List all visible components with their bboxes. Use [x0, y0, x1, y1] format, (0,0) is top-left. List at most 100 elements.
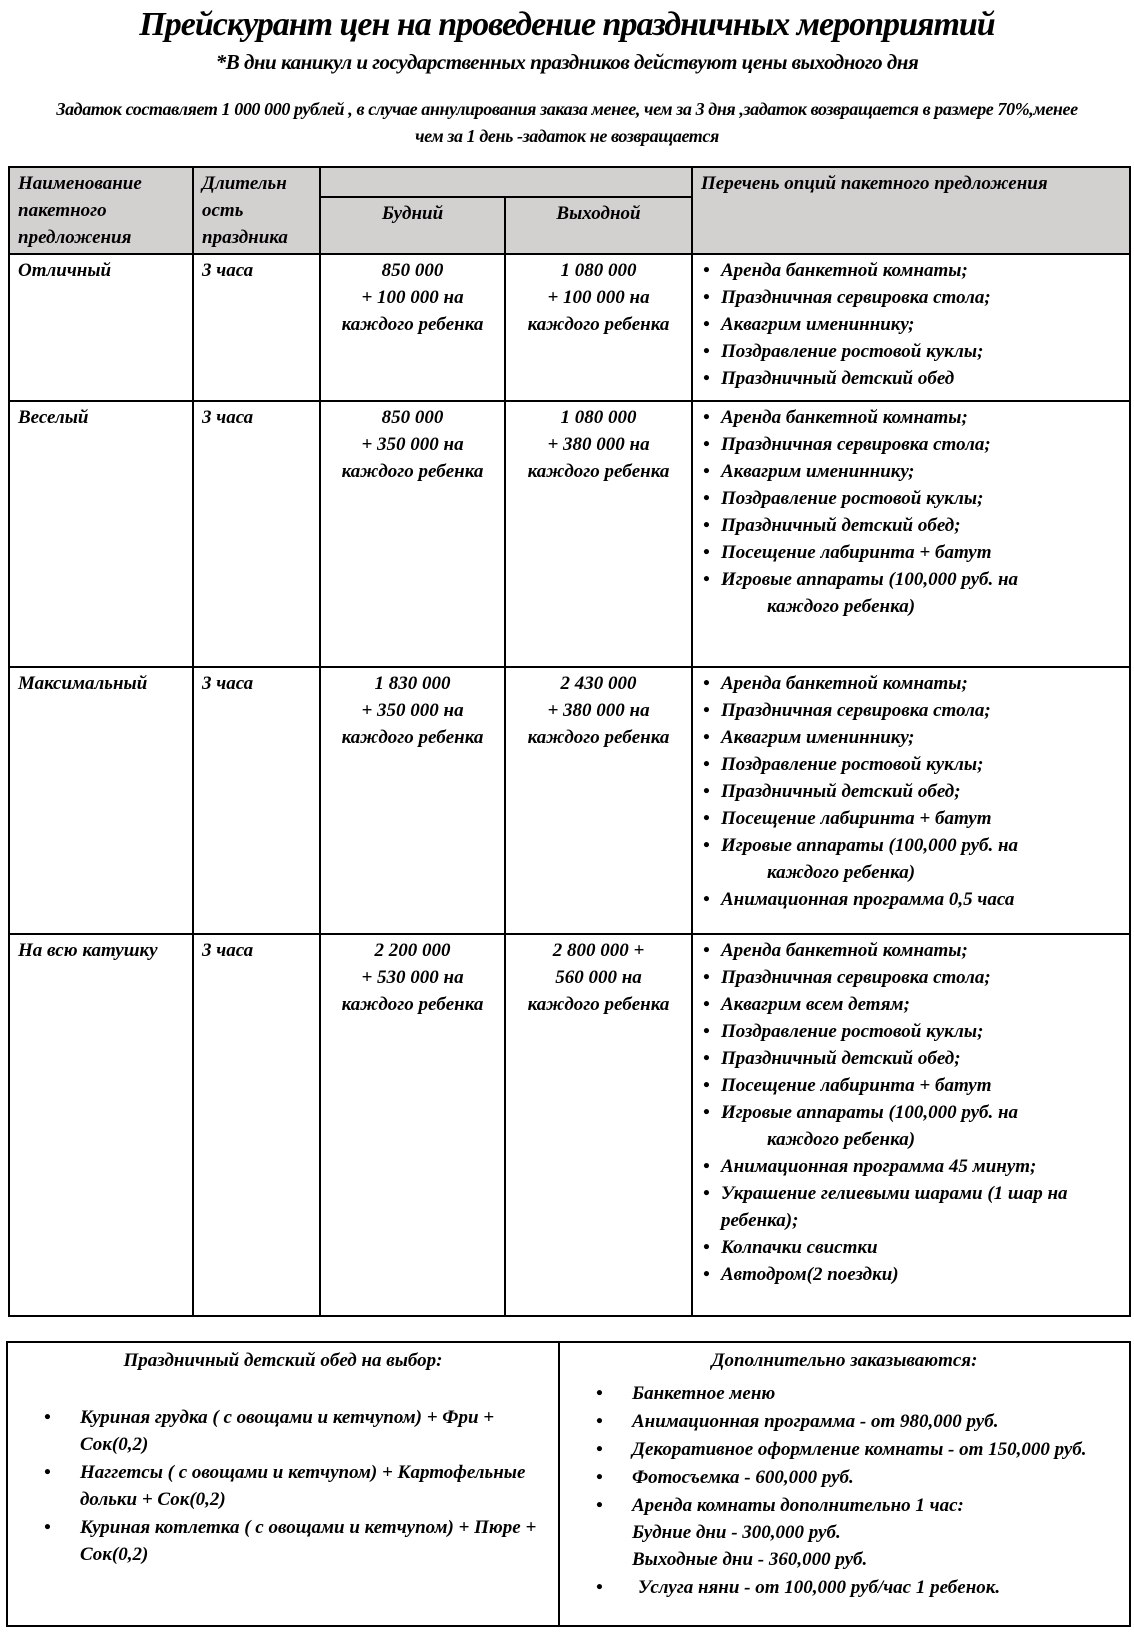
option-item: Аренда банкетной комнаты; — [701, 670, 1121, 697]
package-row: Веселый 3 часа 850 000 + 350 000 на каждого … — [8, 400, 1131, 668]
option-item: Автодром(2 поездки) — [701, 1261, 1121, 1288]
weekday-price-line: каждого ребенка — [341, 461, 484, 482]
weekday-price: 850 000 + 100 000 на каждого ребенка — [319, 253, 506, 402]
lunch-item: Наггетсы ( с овощами и кетчупом) + Карто… — [18, 1459, 548, 1513]
weekend-price-line: 2 800 000 + — [552, 940, 645, 961]
weekend-price: 1 080 000 + 100 000 на каждого ребенка — [504, 253, 693, 402]
option-item: Поздравление ростовой куклы; — [701, 751, 1121, 778]
weekday-price-line: 850 000 — [381, 260, 444, 281]
header-weekend: Выходной — [504, 196, 693, 255]
rent-weekend: Выходные дни - 360,000 руб. — [632, 1549, 868, 1570]
option-item: Аренда банкетной комнаты; — [701, 257, 1121, 284]
extras-table: Праздничный детский обед на выбор: Курин… — [6, 1341, 1131, 1627]
weekday-price-line: + 100 000 на — [361, 287, 464, 308]
option-item: Колпачки свистки — [701, 1234, 1121, 1261]
weekday-price-line: 850 000 — [381, 407, 444, 428]
weekend-price-line: каждого ребенка — [527, 314, 670, 335]
option-item: каждого ребенка) — [767, 862, 916, 883]
weekday-price-line: каждого ребенка — [341, 727, 484, 748]
weekday-price-line: 2 200 000 — [374, 940, 451, 961]
options-list: Аренда банкетной комнаты;Праздничная сер… — [691, 933, 1131, 1317]
package-row: Отличный 3 часа 850 000 + 100 000 на каждого… — [8, 253, 1131, 402]
weekday-price-line: + 350 000 на — [361, 700, 464, 721]
weekend-price: 2 430 000 + 380 000 на каждого ребенка — [504, 666, 693, 935]
package-duration: 3 часа — [192, 253, 321, 402]
option-item: ребенка); — [721, 1210, 799, 1231]
option-item: Аквагрим всем детям; — [701, 991, 1121, 1018]
option-item: Поздравление ростовой куклы; — [701, 338, 1121, 365]
weekday-price: 1 830 000 + 350 000 на каждого ребенка — [319, 666, 506, 935]
package-duration: 3 часа — [192, 933, 321, 1317]
extra-title: Дополнительно заказываются: — [711, 1350, 978, 1371]
package-row: Максимальный 3 часа 1 830 000 + 350 000 на к… — [8, 666, 1131, 935]
option-item: Анимационная программа 45 минут; — [701, 1153, 1121, 1180]
option-item: Поздравление ростовой куклы; — [701, 1018, 1121, 1045]
weekday-price-line: 1 830 000 — [374, 673, 451, 694]
option-item: Игровые аппараты (100,000 руб. на — [701, 566, 1121, 593]
weekday-price-line: каждого ребенка — [341, 994, 484, 1015]
option-item: Игровые аппараты (100,000 руб. на — [701, 1099, 1121, 1126]
option-item: Аквагрим имениннику; — [701, 724, 1121, 751]
option-item: Праздничный детский обед; — [701, 778, 1121, 805]
weekend-price-line: каждого ребенка — [527, 727, 670, 748]
header-options: Перечень опций пакетного предложения — [691, 166, 1131, 255]
option-item: Анимационная программа 0,5 часа — [701, 886, 1121, 913]
option-item: Аренда банкетной комнаты; — [701, 937, 1121, 964]
package-name: Веселый — [8, 400, 194, 668]
option-item: Посещение лабиринта + батут — [701, 1072, 1121, 1099]
weekday-price-line: каждого ребенка — [341, 314, 484, 335]
option-item: Праздничная сервировка стола; — [701, 431, 1121, 458]
weekend-price-line: каждого ребенка — [527, 994, 670, 1015]
weekend-price: 2 800 000 + 560 000 на каждого ребенка — [504, 933, 693, 1317]
option-item: Аренда банкетной комнаты; — [701, 404, 1121, 431]
weekday-price: 2 200 000 + 530 000 на каждого ребенка — [319, 933, 506, 1317]
header-price-group — [319, 165, 693, 199]
weekend-price-line: 2 430 000 — [560, 673, 637, 694]
header-name: Наименование пакетного предложения — [8, 166, 194, 255]
extra-item: Анимационная программа - от 980,000 руб. — [570, 1408, 1119, 1435]
package-name: Максимальный — [8, 666, 194, 935]
extra-item: Декоративное оформление комнаты - от 150… — [570, 1436, 1119, 1463]
rent-label: Аренда комнаты дополнительно 1 час: — [632, 1495, 964, 1516]
package-name: На всю катушку — [8, 933, 194, 1317]
weekend-price-line: + 100 000 на — [547, 287, 650, 308]
option-item: Праздничная сервировка стола; — [701, 284, 1121, 311]
lunch-title: Праздничный детский обед на выбор: — [123, 1350, 443, 1371]
weekday-price: 850 000 + 350 000 на каждого ребенка — [319, 400, 506, 668]
rent-weekday: Будние дни - 300,000 руб. — [632, 1522, 841, 1543]
extra-item: Фотосъемка - 600,000 руб. — [570, 1464, 1119, 1491]
deposit-note: Задаток составляет 1 000 000 рублей , в … — [56, 99, 1078, 146]
lunch-item: Куриная котлетка ( с овощами и кетчупом)… — [18, 1514, 548, 1568]
option-item: Праздничный детский обед; — [701, 1045, 1121, 1072]
option-item: Праздничная сервировка стола; — [701, 964, 1121, 991]
option-item: Посещение лабиринта + батут — [701, 539, 1121, 566]
option-item: Посещение лабиринта + батут — [701, 805, 1121, 832]
option-item: Игровые аппараты (100,000 руб. на — [701, 832, 1121, 859]
option-item: Аквагрим имениннику; — [701, 458, 1121, 485]
page-title: Прейскурант цен на проведение праздничны… — [139, 6, 995, 43]
header-weekday: Будний — [319, 196, 506, 255]
option-item: каждого ребенка) — [767, 596, 916, 617]
weekend-price: 1 080 000 + 380 000 на каждого ребенка — [504, 400, 693, 668]
weekend-price-line: каждого ребенка — [527, 461, 670, 482]
option-item: Праздничная сервировка стола; — [701, 697, 1121, 724]
weekend-price-line: 1 080 000 — [560, 407, 637, 428]
weekend-price-line: 560 000 на — [555, 967, 642, 988]
package-duration: 3 часа — [192, 400, 321, 668]
weekday-price-line: + 530 000 на — [361, 967, 464, 988]
option-item: Праздничный детский обед; — [701, 512, 1121, 539]
extra-item: Банкетное меню — [570, 1380, 1119, 1407]
weekday-price-line: + 350 000 на — [361, 434, 464, 455]
package-duration: 3 часа — [192, 666, 321, 935]
options-list: Аренда банкетной комнаты;Праздничная сер… — [691, 666, 1131, 935]
options-list: Аренда банкетной комнаты;Праздничная сер… — [691, 400, 1131, 668]
lunch-cell: Праздничный детский обед на выбор: Курин… — [6, 1341, 560, 1627]
holiday-note: *В дни каникул и государственных праздни… — [215, 50, 919, 74]
lunch-item: Куриная грудка ( с овощами и кетчупом) +… — [18, 1404, 548, 1458]
option-item: Украшение гелиевыми шарами (1 шар на — [701, 1180, 1121, 1207]
package-row: На всю катушку 3 часа 2 200 000 + 530 000 н… — [8, 933, 1131, 1317]
extra-item: Аренда комнаты дополнительно 1 час: Будни… — [570, 1492, 1119, 1573]
header-duration: Длительн ость праздника — [192, 166, 321, 255]
package-name: Отличный — [8, 253, 194, 402]
extra-cell: Дополнительно заказываются: Банкетное ме… — [558, 1341, 1131, 1627]
